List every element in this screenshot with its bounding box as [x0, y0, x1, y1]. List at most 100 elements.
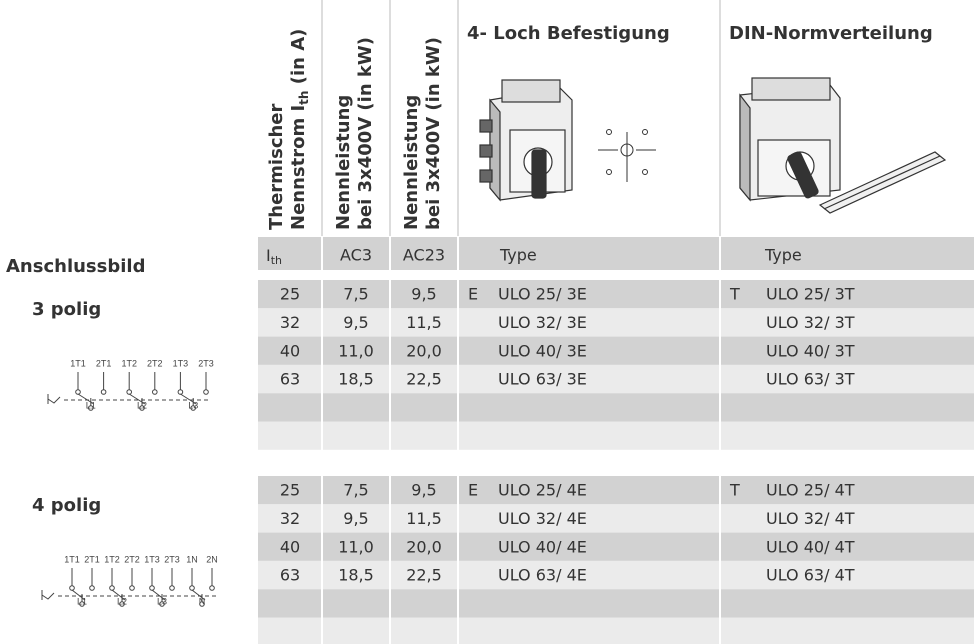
cell: ULO 63/ 4T — [766, 566, 855, 585]
row-bg — [258, 476, 974, 505]
diagram-label: 1T2 — [121, 358, 137, 368]
cell: 11,0 — [338, 341, 374, 360]
diagram-contact — [129, 585, 135, 591]
row-bg — [258, 280, 974, 309]
cell: 7,5 — [343, 285, 368, 304]
row-bg — [258, 336, 974, 365]
diagram-switch — [151, 589, 166, 601]
switch-image-4-loch — [479, 79, 573, 202]
cell: 18,5 — [338, 566, 374, 585]
column-header-part: bei 3x400V (in kW) — [355, 37, 376, 230]
diagram-contact — [69, 585, 75, 591]
cell: 25 — [280, 285, 300, 304]
row-bg — [258, 617, 974, 644]
left-heading: Anschlussbild — [6, 256, 145, 277]
subheader-cell: Ith — [266, 246, 282, 268]
cell: ULO 40/ 3E — [498, 341, 587, 360]
diagram-label: 1T2 — [104, 554, 120, 564]
cell: ULO 63/ 4E — [498, 566, 587, 585]
row-bg — [258, 504, 974, 533]
cell: 9,5 — [343, 509, 368, 528]
column-header: DIN-Normverteilung — [729, 23, 933, 44]
column-header-part: Nennstrom I — [288, 105, 309, 230]
cell: ULO 25/ 4T — [766, 481, 855, 500]
cell: ULO 32/ 4T — [766, 509, 855, 528]
cell: 11,5 — [406, 509, 442, 528]
column-header: bei 3x400V (in kW) — [423, 37, 444, 230]
diagram-label: L2 — [137, 400, 147, 410]
column-header: bei 3x400V (in kW) — [355, 37, 376, 230]
cell: 40 — [280, 341, 300, 360]
column-header-part: th — [297, 91, 311, 105]
diagram-label: 2T3 — [198, 358, 214, 368]
cell: 9,5 — [411, 481, 436, 500]
diagram-label: 2T2 — [124, 554, 140, 564]
diagram-contact — [203, 389, 209, 395]
cell: 25 — [280, 481, 300, 500]
column-header: Nennstrom Ith (in A) — [288, 29, 311, 230]
subheader-part: I — [266, 246, 271, 265]
cell: ULO 32/ 4E — [498, 509, 587, 528]
diagram-contact — [199, 601, 205, 607]
diagram-contact — [100, 389, 107, 395]
cell: 32 — [280, 313, 300, 332]
row-bg — [258, 560, 974, 590]
diagram-handle — [47, 394, 61, 404]
diagram-label: L3 — [157, 596, 167, 606]
mounting-hole-pattern — [598, 129, 656, 182]
diagram-label: L1 — [86, 400, 96, 410]
diagram-contact — [159, 601, 165, 607]
diagram-contact — [89, 585, 95, 591]
diagram-contact — [88, 405, 94, 411]
cell: ULO 63/ 3E — [498, 370, 587, 389]
cell: 11,5 — [406, 313, 442, 332]
subheader-bg — [258, 237, 974, 270]
column-header: 4- Loch Befestigung — [467, 23, 670, 44]
diagram-label: 2T1 — [84, 554, 100, 564]
cell: 22,5 — [406, 566, 442, 585]
diagram-contact — [79, 601, 85, 607]
cell: ULO 40/ 3T — [766, 341, 855, 360]
diagram-label: 1T1 — [64, 554, 80, 564]
row-bg — [258, 393, 974, 422]
cell: 63 — [280, 370, 300, 389]
diagram-switch — [191, 589, 206, 601]
column-header-part: Nennleistung — [333, 95, 354, 230]
column-header-part: bei 3x400V (in kW) — [423, 37, 444, 230]
cell: 32 — [280, 509, 300, 528]
cell: ULO 40/ 4T — [766, 537, 855, 556]
diagram-label: 1T3 — [144, 554, 160, 564]
subheader-cell: Type — [499, 246, 537, 265]
cell: ULO 25/ 3T — [766, 285, 855, 304]
cell: 9,5 — [343, 313, 368, 332]
diagram-contact — [126, 389, 132, 395]
diagram-label: 2T3 — [164, 554, 180, 564]
cell: E — [468, 285, 478, 304]
row-bg — [258, 308, 974, 337]
cell: E — [468, 481, 478, 500]
diagram-switch — [71, 589, 86, 601]
diagram-label: 1N — [186, 554, 198, 564]
subheader-part: th — [271, 254, 282, 267]
row-bg — [258, 532, 974, 561]
row-bg — [258, 421, 974, 450]
diagram-contact — [139, 405, 145, 411]
cell: 22,5 — [406, 370, 442, 389]
cell: ULO 25/ 3E — [498, 285, 587, 304]
diagram-label: 2N — [206, 554, 218, 564]
cell: ULO 63/ 3T — [766, 370, 855, 389]
subheader-cell: Type — [764, 246, 802, 265]
cell: 9,5 — [411, 285, 436, 304]
column-header-part: Thermischer — [266, 103, 287, 230]
diagram-handle — [41, 590, 55, 600]
switch-image-din — [739, 77, 947, 214]
diagram-label: N — [199, 596, 206, 606]
cell: 18,5 — [338, 370, 374, 389]
column-header: Nennleistung — [333, 95, 354, 230]
diagram-label: 1T1 — [70, 358, 86, 368]
diagram-contact — [169, 585, 175, 591]
row-bg — [258, 364, 974, 394]
diagram-contact — [75, 389, 81, 395]
diagram-contact — [209, 585, 215, 591]
